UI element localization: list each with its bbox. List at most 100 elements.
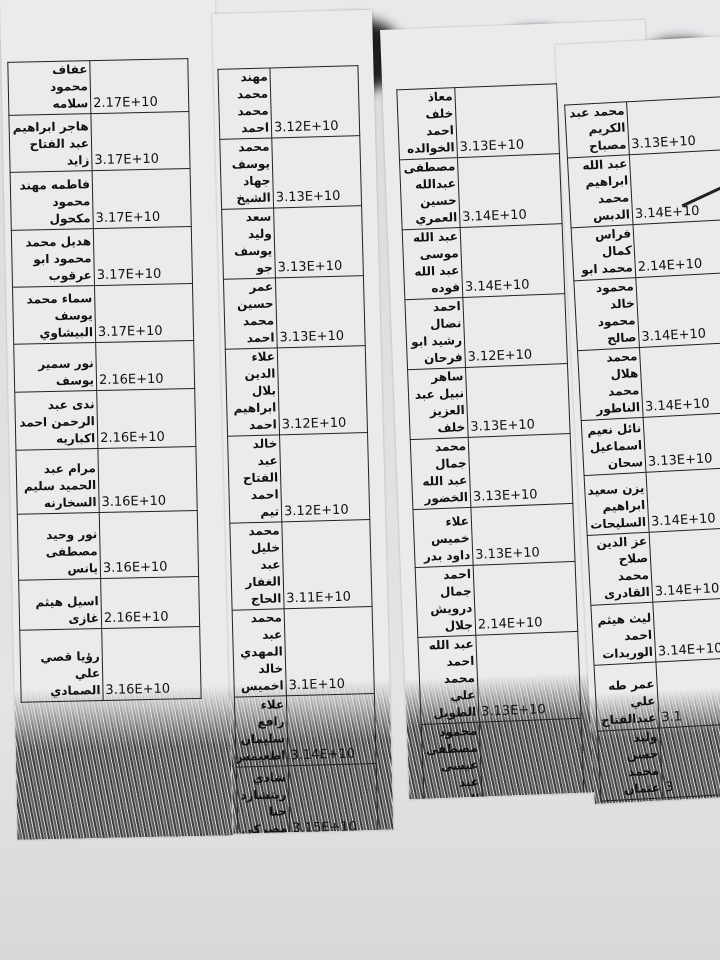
student-name: محمد عبد الكريم مصباح [564,101,630,159]
student-name: محمد خليل عبد الغفار الحاج [229,521,285,611]
student-number: 3.14E+10 [286,693,377,766]
student-number: 3.13E+10 [468,433,573,508]
student-name: علاء الدين بلال ابراهيم احمد [225,347,280,437]
student-name: محمد يوسف جهاد الشيخ [219,137,274,210]
table-row: علاء الدين بلال ابراهيم احمد 3.12E+10 [225,345,368,437]
table-row: محمود مصطفى عيسى عبد الرحمن علي3.13E+10 [421,718,586,800]
table-row: سعد وليد يوسف جو 3.13E+10 [221,205,364,280]
student-number: 3.14E+10 [635,272,720,348]
table-row: احمد نضال رشيد ابو فرحان 3.12E+10 [404,293,568,370]
table-row: هديل محمد محمود ابو عرقوب 3.17E+10 [11,226,193,288]
table-row: شادي ريتشارد حنا مصركي 3.15E+10 [236,763,379,834]
student-number: 2.17E+10 [89,58,189,114]
table-row: عز الدين صلاح محمد القادرى 3.14E+10 [587,526,720,606]
student-name: هديل محمد محمود ابو عرقوب [11,228,95,288]
student-number: 3.12E+10 [269,65,360,138]
student-name: نور وحيد مصطفى يانس [17,512,101,581]
student-number: 3.13E+10 [470,503,576,566]
student-name: ندى عبد الرحمن احمد اكباريه [14,390,98,451]
table-row: محمد هلال محمد الناطور 3.14E+10 [577,342,720,421]
student-number: 3.14E+10 [629,149,720,225]
student-name: مرام عبد الحميد سليم السخارنه [15,448,100,515]
table-row: رؤيا قصي علي الصمادي 3.16E+10 [19,626,202,703]
student-name: اسيل هيثم غازى [18,578,102,631]
table-row: هاجر ابراهيم عبد الفتاح زايد 3.17E+10 [8,111,191,173]
student-name: عفاف محمود سلامه [7,60,91,116]
student-name: محمود خالد محمود صالح [573,277,640,351]
student-name: عبد الله احمد محمد علي الطويل [417,635,480,725]
table-row: عمر طه علي عبدالفتاح 3.1 [594,656,720,732]
student-number: 2.14E+10 [473,561,578,636]
table-row: علاء خميس داود بدر 3.13E+10 [412,503,576,568]
table-row: محمد عبد الكريم مصباح 3.13E+10 [564,96,720,159]
student-name: عمر حسين محمد احمد [223,277,278,350]
table-row: خالد عبد الفتاح احمد تيم 3.12E+10 [227,432,370,524]
student-number: 3.14E+10 [652,596,720,663]
student-name: احمد جمال درويش جلال [415,565,476,638]
student-name: علاء خميس داود بدر [412,507,474,568]
student-name: نائل نعيم اسماعيل سحان [581,417,646,476]
student-name: علاء رافع سليمان اطعيمس [234,695,289,768]
table-row: يزن سعيد ابراهيم السليحات 3.14E+10 [584,466,720,536]
student-name: محمود مصطفى عيسى عبد الرحمن علي [421,722,484,800]
student-number: 2.16E+10 [95,340,195,391]
student-number: 3.13E+10 [271,135,362,208]
table-row: احمد جمال درويش جلال 2.14E+10 [415,561,578,638]
student-name: رؤيا قصي علي الصمادي [19,628,104,703]
student-number: 3.17E+10 [93,226,193,286]
table-row: مرام عبد الحميد سليم السخارنه 3.16E+10 [15,446,198,515]
table-row: نور وحيد مصطفى يانس 3.16E+10 [17,510,199,581]
table-row: عفاف محمود سلامه 2.17E+10 [7,58,189,116]
student-number: 3.14E+10 [639,342,720,418]
names-table-3: معاذ خلف احمد الخوالده 3.13E+10 مصطفى عبدا… [396,83,586,800]
student-number: 3.14E+10 [649,526,720,603]
student-number: 3.12E+10 [279,432,370,522]
table-row: محمود خالد محمود صالح 3.14E+10 [573,272,720,351]
student-name: نور سمير يوسف [13,342,97,393]
student-number: 3.13E+10 [454,83,560,158]
table-row: اسيل هيثم غازى 2.16E+10 [18,576,200,631]
table-row: علاء رافع سليمان اطعيمس 3.14E+10 [234,693,377,768]
student-number: 3.13E+10 [465,363,571,438]
student-number: 3.1E+10 [284,606,375,696]
table-row: مهند محمد محمد احمد 3.12E+10 [217,65,360,140]
student-number: 3.17E+10 [90,111,191,171]
paper-sheet-1: عفاف محمود سلامه 2.17E+10 هاجر ابراهيم عبد… [0,0,233,840]
student-name: محمد عبد المهدي خالد اخميس [232,608,287,698]
table-row: محمد جمال عبد الله الخضور 3.13E+10 [410,433,573,510]
student-number: 3.13E+10 [643,412,720,473]
names-table-1: عفاف محمود سلامه 2.17E+10 هاجر ابراهيم عبد… [7,58,202,703]
student-number: 3.13E+10 [475,631,582,723]
table-row: معاذ خلف احمد الخوالده 3.13E+10 [396,83,560,160]
student-name: ليث هيثم احمد الوريدات [590,602,656,666]
student-name: عبد الله ابراهيم محمد الدبس [567,154,634,228]
student-number: 3.13E+10 [273,205,364,278]
student-name: احمد نضال رشيد ابو فرحان [404,297,466,370]
student-name: عبد الله موسى عبد الله فوده [402,227,463,300]
names-table-2: مهند محمد محمد احمد 3.12E+10 محمد يوسف جها… [217,65,380,834]
student-name: هاجر ابراهيم عبد الفتاح زايد [8,113,93,173]
student-number: 2.14E+10 [633,219,720,278]
student-number: 3.16E+10 [99,510,199,579]
student-number: 3.14E+10 [457,153,563,228]
student-name: يزن سعيد ابراهيم السليحات [584,472,650,536]
student-name: مصطفى عبدالله حسين العمري [399,157,461,230]
student-name: ساهر نبيل عبد العزيز خلف [407,367,469,440]
table-row: فاطمه مهند محمود مكحول 3.17E+10 [10,168,192,231]
student-number: 3.13E+10 [626,96,720,155]
table-row: وليد حسن محمد عثمان 3 [597,722,720,802]
table-row: محمد عبد المهدي خالد اخميس 3.1E+10 [232,606,375,698]
student-name: خالد عبد الفتاح احمد تيم [227,434,282,524]
student-name: شادي ريتشارد حنا مصركي [236,765,291,834]
student-number: 3.12E+10 [277,345,368,435]
student-name: محمد جمال عبد الله الخضور [410,437,471,510]
student-number: 3.12E+10 [462,293,568,368]
table-row: ندى عبد الرحمن احمد اكباريه 2.16E+10 [14,388,196,451]
student-name: عمر طه علي عبدالفتاح [594,662,660,732]
student-number: 3.1 [655,656,720,728]
table-row: مصطفى عبدالله حسين العمري 3.14E+10 [399,153,563,230]
table-row: ساهر نبيل عبد العزيز خلف 3.13E+10 [407,363,571,440]
student-name: فاطمه مهند محمود مكحول [10,170,94,231]
student-number: 3.14E+10 [645,466,720,533]
student-name: سماء محمد يوسف البيشاوي [12,285,96,345]
